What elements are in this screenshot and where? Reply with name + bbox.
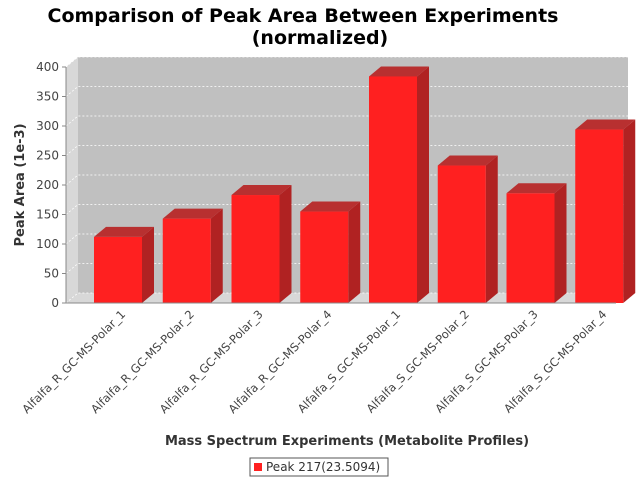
bar-side bbox=[210, 208, 223, 303]
bar-top bbox=[506, 183, 567, 194]
bar-side bbox=[623, 119, 636, 303]
bar-top bbox=[231, 185, 292, 196]
bar-top bbox=[300, 201, 361, 212]
bar-side bbox=[279, 185, 292, 303]
y-tick-label: 0 bbox=[51, 296, 59, 310]
bar-top bbox=[575, 119, 636, 130]
grid-line bbox=[65, 115, 628, 127]
bar-top bbox=[94, 226, 154, 237]
bar-side bbox=[348, 201, 361, 303]
grid-line bbox=[65, 86, 628, 97]
chart-title-line-1: Comparison of Peak Area Between Experime… bbox=[48, 5, 559, 27]
y-tick-label: 350 bbox=[36, 90, 59, 104]
y-axis: 0 50 100 150 200 250 300 350 400 bbox=[36, 60, 67, 310]
plot-left-wall bbox=[66, 57, 78, 303]
bar bbox=[162, 218, 211, 303]
grid-lines bbox=[65, 56, 628, 304]
bar bbox=[94, 236, 142, 303]
y-tick-label: 200 bbox=[36, 178, 59, 192]
y-tick-label: 400 bbox=[36, 60, 59, 74]
bar-top bbox=[369, 66, 429, 77]
y-tick-label: 100 bbox=[36, 237, 59, 251]
bar-side bbox=[142, 226, 154, 303]
y-tick-label: 150 bbox=[36, 208, 59, 222]
chart-title-line-2: (normalized) bbox=[252, 27, 389, 49]
legend-label: Peak 217(23.5094) bbox=[266, 460, 380, 474]
grid-line bbox=[65, 263, 628, 274]
bar-side bbox=[554, 183, 567, 303]
bar-top bbox=[437, 155, 498, 166]
y-tick-label: 250 bbox=[36, 149, 59, 163]
bar-side bbox=[417, 66, 429, 303]
legend-frame bbox=[249, 457, 389, 477]
bar bbox=[506, 193, 555, 303]
grid-line bbox=[65, 204, 628, 215]
y-axis-label: Peak Area (1e-3) bbox=[13, 123, 28, 246]
grid-line bbox=[65, 145, 628, 156]
bar bbox=[437, 165, 486, 303]
y-tick-label: 300 bbox=[36, 119, 59, 133]
y-tick-label: 50 bbox=[44, 267, 59, 281]
grid-line bbox=[65, 174, 628, 186]
bars bbox=[94, 66, 636, 303]
grid-line bbox=[65, 292, 628, 304]
legend-swatch bbox=[254, 463, 262, 471]
bar bbox=[575, 129, 624, 303]
bar bbox=[231, 195, 280, 303]
bar bbox=[369, 76, 417, 303]
bar-side bbox=[485, 155, 498, 303]
x-axis: Alfalfa_R_GC-MS-Polar_1Alfalfa_R_GC-MS-P… bbox=[19, 302, 616, 416]
grid-line bbox=[65, 56, 628, 68]
bar bbox=[300, 211, 349, 303]
x-axis-label: Mass Spectrum Experiments (Metabolite Pr… bbox=[165, 434, 529, 449]
bar-top bbox=[162, 208, 223, 219]
legend: Peak 217(23.5094) bbox=[249, 457, 389, 477]
grid-line bbox=[65, 233, 628, 245]
